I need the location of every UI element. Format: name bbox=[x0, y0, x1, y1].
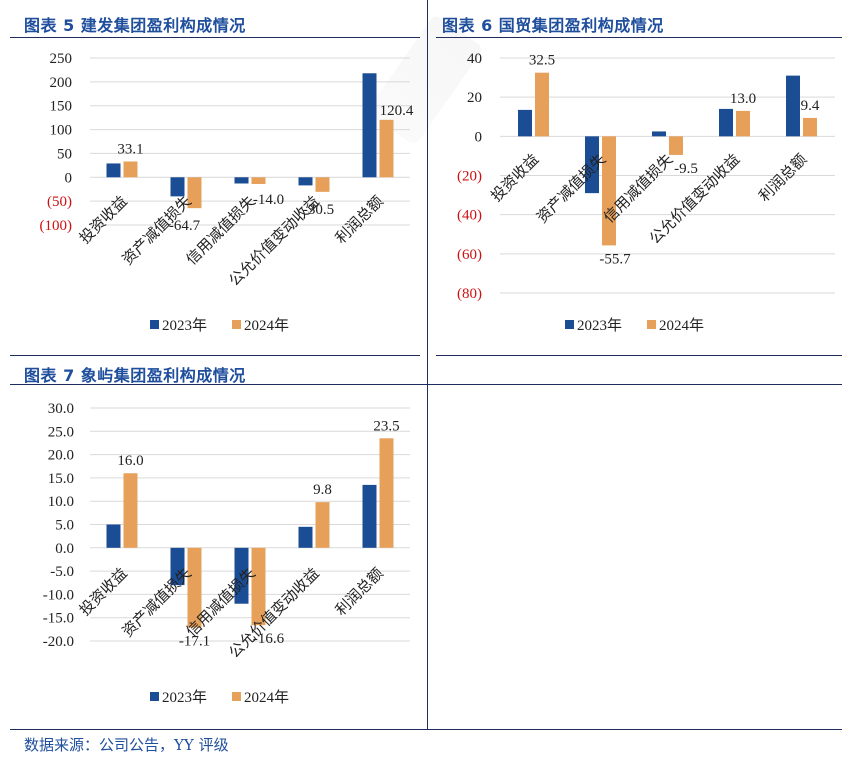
data-label: 16.0 bbox=[117, 453, 143, 469]
y-tick-label: (100) bbox=[40, 218, 73, 234]
bar-2024 bbox=[602, 136, 616, 246]
source-note: 数据来源：公司公告，YY 评级 bbox=[24, 736, 229, 754]
y-tick-label: (50) bbox=[47, 194, 72, 210]
bar-2024 bbox=[123, 473, 138, 548]
y-tick-label: -5.0 bbox=[50, 564, 74, 580]
bottom-rule bbox=[10, 729, 842, 730]
bar-2023 bbox=[234, 177, 249, 184]
bar-2024 bbox=[379, 438, 394, 548]
legend-swatch bbox=[150, 692, 159, 701]
bar-2023 bbox=[298, 526, 313, 548]
data-label: -17.1 bbox=[179, 633, 210, 649]
middle-rule-full bbox=[10, 384, 842, 385]
bar-2023 bbox=[234, 547, 249, 604]
y-tick-label: (80) bbox=[457, 286, 482, 302]
top-rule-right bbox=[436, 37, 842, 38]
legend-label: 2024年 bbox=[244, 689, 289, 706]
legend-swatch bbox=[150, 320, 159, 329]
legend-swatch bbox=[565, 320, 574, 329]
bar-2024 bbox=[187, 547, 202, 628]
bar-2023 bbox=[719, 108, 733, 137]
bar-2023 bbox=[106, 163, 121, 178]
y-tick-label: 15.0 bbox=[48, 471, 74, 487]
data-label: -9.5 bbox=[674, 161, 698, 177]
y-tick-label: 150 bbox=[50, 99, 73, 115]
y-tick-label: -10.0 bbox=[43, 587, 74, 603]
y-tick-label: 25.0 bbox=[48, 424, 74, 440]
data-label: -14.0 bbox=[253, 192, 284, 208]
y-tick-label: 0 bbox=[475, 129, 483, 145]
data-label: 33.1 bbox=[117, 141, 143, 157]
bar-2023 bbox=[585, 136, 599, 194]
data-label: 120.4 bbox=[380, 103, 414, 119]
bar-2024 bbox=[669, 136, 683, 155]
y-tick-label: 30.0 bbox=[48, 401, 74, 417]
bar-2024 bbox=[251, 177, 266, 184]
legend-swatch bbox=[647, 320, 656, 329]
bar-2024 bbox=[251, 547, 266, 626]
chart-title-3: 图表 7 象屿集团盈利构成情况 bbox=[24, 366, 246, 385]
y-tick-label: 20.0 bbox=[48, 448, 74, 464]
y-tick-label: 100 bbox=[50, 123, 73, 139]
data-label: -30.5 bbox=[303, 202, 334, 218]
data-label: 23.5 bbox=[373, 418, 399, 434]
y-tick-label: 10.0 bbox=[48, 494, 74, 510]
legend-label: 2023年 bbox=[577, 317, 622, 334]
bar-2023 bbox=[362, 73, 377, 178]
bar-2023 bbox=[106, 524, 121, 548]
bar-2023 bbox=[518, 109, 532, 137]
center-divider bbox=[427, 0, 428, 730]
y-tick-label: (60) bbox=[457, 247, 482, 263]
data-label: 13.0 bbox=[730, 91, 756, 107]
y-tick-label: 250 bbox=[50, 51, 73, 67]
data-label: -64.7 bbox=[169, 218, 201, 234]
data-label: -55.7 bbox=[599, 251, 631, 267]
bar-2024 bbox=[535, 72, 549, 137]
bar-2024 bbox=[187, 177, 202, 209]
bar-2023 bbox=[170, 177, 185, 197]
y-tick-label: 50 bbox=[57, 146, 72, 162]
y-tick-label: 0.0 bbox=[55, 541, 74, 557]
top-rule-left bbox=[10, 37, 420, 38]
chart-title-2: 图表 6 国贸集团盈利构成情况 bbox=[442, 16, 664, 35]
bar-2024 bbox=[315, 177, 330, 192]
y-tick-label: 0 bbox=[65, 170, 73, 186]
data-label: 32.5 bbox=[529, 53, 555, 69]
bar-2024 bbox=[123, 161, 138, 178]
chart-title-1: 图表 5 建发集团盈利构成情况 bbox=[24, 16, 246, 35]
bar-2023 bbox=[786, 75, 800, 137]
data-label: -16.6 bbox=[253, 631, 285, 647]
bar-2023 bbox=[298, 177, 313, 186]
y-tick-label: -20.0 bbox=[43, 634, 74, 650]
bar-2024 bbox=[379, 119, 394, 178]
bar-2024 bbox=[803, 117, 817, 137]
bar-2023 bbox=[170, 547, 185, 586]
y-tick-label: 5.0 bbox=[55, 518, 74, 534]
legend-swatch bbox=[232, 320, 241, 329]
y-tick-label: -15.0 bbox=[43, 611, 74, 627]
data-label: 9.8 bbox=[313, 482, 332, 498]
bar-2023 bbox=[362, 484, 377, 548]
data-label: 9.4 bbox=[801, 98, 820, 114]
bar-2024 bbox=[736, 110, 750, 137]
y-tick-label: 200 bbox=[50, 75, 73, 91]
legend-label: 2023年 bbox=[162, 317, 207, 334]
y-tick-label: 40 bbox=[467, 51, 482, 67]
legend-label: 2024年 bbox=[659, 317, 704, 334]
x-tick-label: 投资收益 bbox=[76, 565, 130, 619]
y-tick-label: (20) bbox=[457, 169, 482, 185]
x-tick-label: 利润总额 bbox=[332, 565, 386, 619]
bar-2023 bbox=[652, 131, 666, 137]
middle-rule-left bbox=[10, 355, 420, 356]
legend-swatch bbox=[232, 692, 241, 701]
legend-label: 2023年 bbox=[162, 689, 207, 706]
y-tick-label: (40) bbox=[457, 208, 482, 224]
x-tick-label: 投资收益 bbox=[488, 151, 542, 205]
y-tick-label: 20 bbox=[467, 90, 482, 106]
x-tick-label: 利润总额 bbox=[756, 151, 810, 205]
bar-2024 bbox=[315, 502, 330, 548]
legend-label: 2024年 bbox=[244, 317, 289, 334]
middle-rule-right bbox=[436, 355, 842, 356]
